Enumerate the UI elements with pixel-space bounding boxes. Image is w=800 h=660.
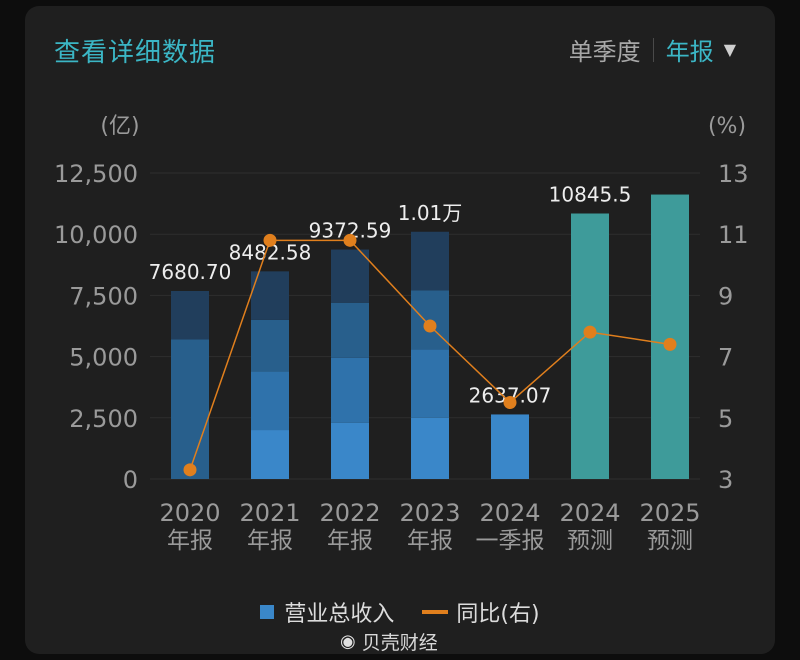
period-toggle: 单季度 年报 ▼ [569,32,736,67]
yoy-point [423,319,437,333]
revenue-bar-segment [171,339,209,479]
bar-data-label: 10845.5 [549,183,632,207]
right-axis-unit: (%) [708,114,746,139]
legend-label-revenue: 营业总收入 [284,602,395,627]
x-tick-label: 2023 [399,499,460,527]
yoy-point [583,325,597,339]
y-tick-label: 12,500 [54,160,138,188]
yoy-point [343,233,357,247]
y2-tick-label: 11 [718,221,749,249]
y-tick-label: 0 [123,466,138,494]
x-tick-label: 2024 [479,499,540,527]
revenue-bar-segment [251,371,289,431]
y2-tick-label: 3 [718,466,733,494]
caret-down-icon[interactable]: ▼ [723,40,736,59]
toggle-quarterly[interactable]: 单季度 [568,38,641,66]
revenue-bar-segment [331,357,369,423]
x-tick-sublabel: 年报 [407,528,453,554]
x-tick-label: 2025 [639,499,700,527]
revenue-bar-segment [411,417,449,479]
x-tick-sublabel: 年报 [247,528,293,554]
x-tick-label: 2024 [559,499,620,527]
y2-tick-label: 5 [718,405,733,433]
legend-item-revenue[interactable]: 营业总收入 [260,596,394,628]
revenue-bar [491,414,529,479]
revenue-bar-segment [331,422,369,479]
x-tick-sublabel: 预测 [647,528,693,554]
toggle-divider [652,37,654,62]
x-tick-label: 2020 [159,499,220,527]
yoy-point [503,396,517,409]
bar-data-label: 7680.70 [149,260,232,284]
x-tick-sublabel: 预测 [567,528,613,554]
page-title[interactable]: 查看详细数据 [54,38,217,68]
x-tick-sublabel: 年报 [327,528,373,554]
revenue-bar-segment [251,271,289,320]
y-tick-label: 7,500 [69,282,138,310]
y-tick-label: 2,500 [69,405,138,433]
left-axis-unit: (亿) [100,114,139,139]
forecast-bar [651,194,689,479]
revenue-bar-segment [251,319,289,372]
y-tick-label: 10,000 [54,221,138,249]
chart-legend: 营业总收入 同比(右) [0,596,800,628]
y2-tick-label: 13 [718,160,749,188]
revenue-bar-segment [171,290,209,340]
bar-data-label: 1.01万 [398,201,463,225]
y-tick-label: 5,000 [69,344,138,372]
legend-swatch-line [422,610,449,614]
x-tick-label: 2021 [239,499,300,527]
x-tick-sublabel: 一季报 [476,528,545,554]
yoy-point [263,233,277,247]
revenue-bar-segment [331,249,369,303]
legend-swatch-bar [260,605,275,619]
legend-item-yoy[interactable]: 同比(右) [422,596,540,628]
weibo-icon: ◉ [340,631,356,652]
y2-tick-label: 7 [718,344,733,372]
revenue-bar-segment [251,430,289,479]
revenue-bar-segment [411,231,449,291]
watermark: ◉ 贝壳财经 [340,628,438,655]
chart-card [25,6,775,654]
x-tick-sublabel: 年报 [167,528,213,554]
x-tick-label: 2022 [319,499,380,527]
y2-tick-label: 9 [718,282,733,310]
forecast-bar [571,213,609,479]
watermark-text: 贝壳财经 [361,632,438,654]
legend-label-yoy: 同比(右) [456,602,540,627]
toggle-annual[interactable]: 年报 [665,38,714,66]
revenue-bar-segment [331,302,369,358]
revenue-bar-segment [411,349,449,418]
yoy-point [663,337,677,351]
yoy-point [183,463,197,477]
